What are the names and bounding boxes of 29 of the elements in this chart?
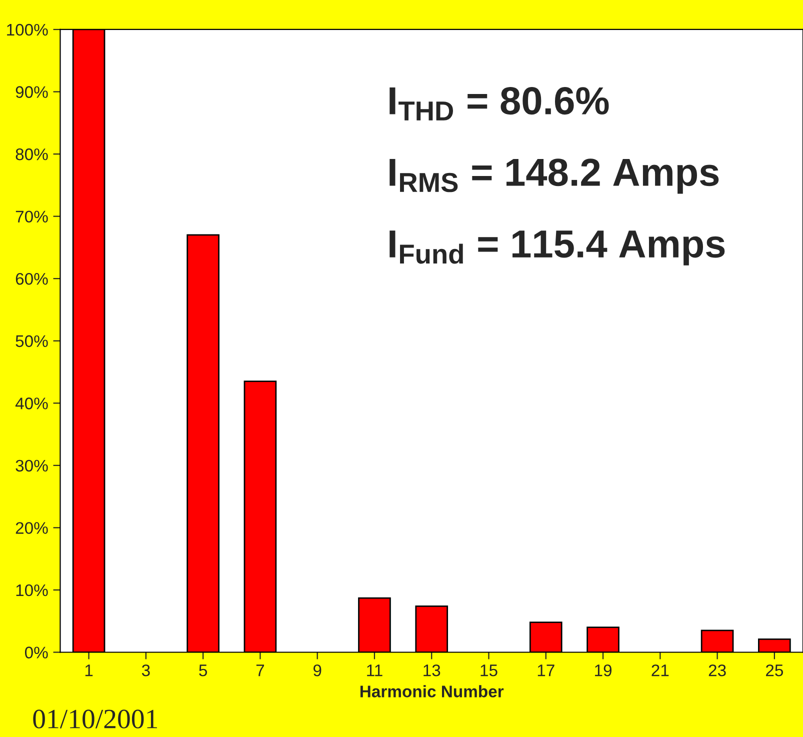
x-axis-title: Harmonic Number [360, 685, 504, 698]
x-tick-label: 25 [766, 664, 784, 676]
y-tick-label: 100% [7, 24, 48, 36]
y-tick-label: 30% [16, 460, 48, 472]
y-tick-label: 70% [16, 210, 48, 223]
x-tick-label: 17 [538, 664, 554, 676]
x-tick-label: 7 [256, 664, 264, 676]
x-tick-label: 1 [85, 664, 93, 676]
x-tick-label: 5 [199, 664, 208, 676]
y-tick-label: 10% [16, 584, 48, 596]
x-tick-label: 15 [480, 664, 498, 676]
annotation: I$_{RMS}$ = 148.2 Amps [390, 158, 719, 194]
x-tick-label: 23 [708, 664, 726, 676]
y-tick-label: 80% [16, 148, 48, 160]
y-tick-label: 0% [24, 646, 48, 658]
x-tick-label: 11 [367, 664, 382, 676]
x-tick-label: 13 [424, 664, 440, 676]
y-tick-label: 90% [16, 86, 48, 98]
text: 01/10/2001 [33, 710, 157, 728]
y-tick-label: 40% [15, 398, 48, 410]
y-tick-label: 20% [16, 522, 48, 534]
x-tick-label: 19 [595, 664, 612, 676]
y-tick-label: 50% [16, 335, 48, 348]
annotation: I$_{Fund}$ = 115.4 Amps [390, 230, 725, 266]
x-tick-label: 21 [652, 664, 669, 676]
annotation: I$_{THD}$ = 80.6% [390, 87, 609, 120]
x-tick-label: 3 [142, 664, 150, 676]
x-tick-label: 9 [313, 664, 322, 676]
y-tick-label: 60% [16, 272, 48, 285]
